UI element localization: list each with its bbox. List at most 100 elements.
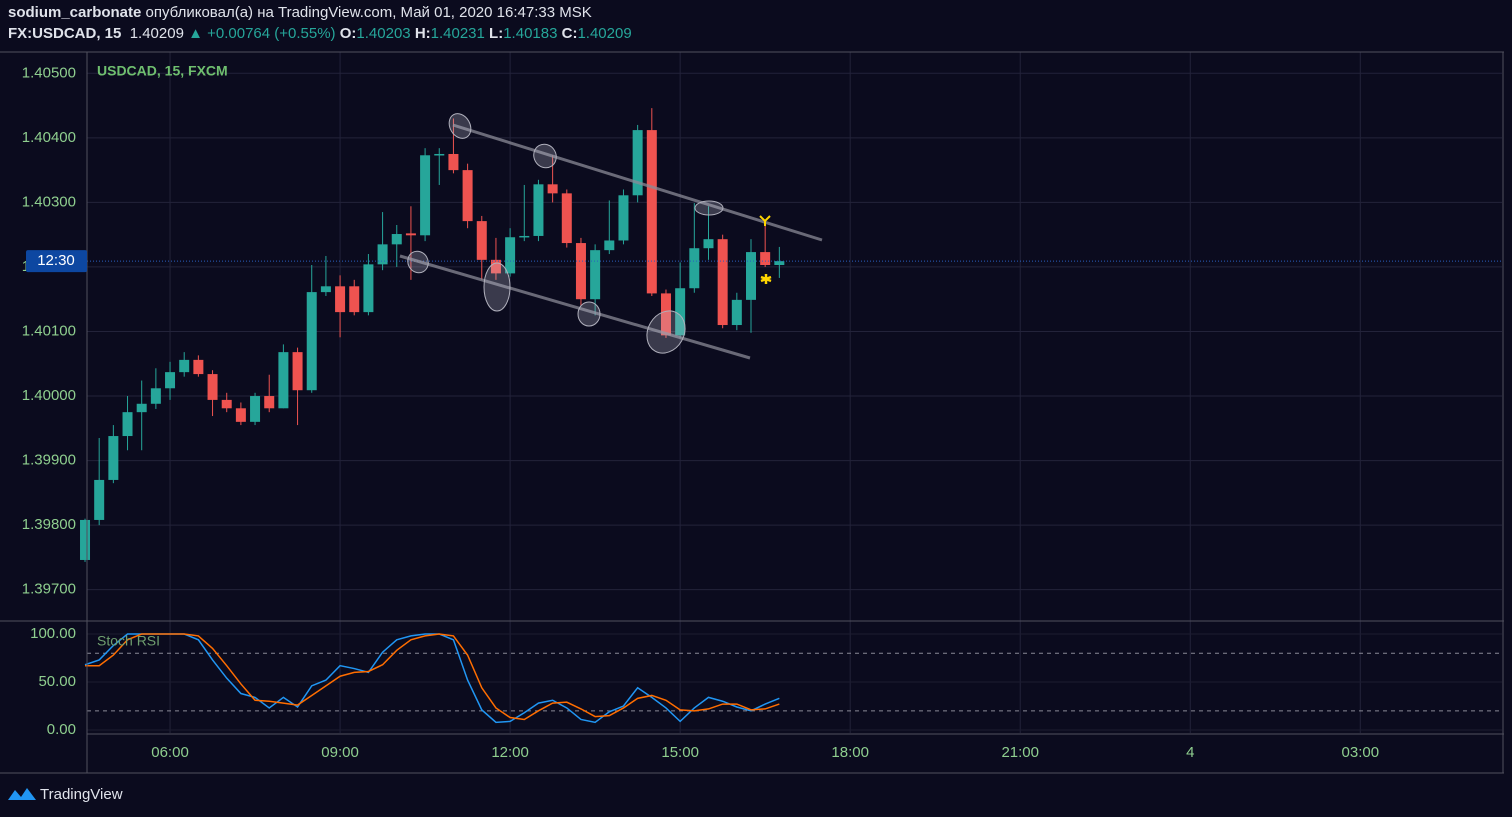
y-tick-label: 1.40500 — [22, 64, 76, 81]
x-tick-label: 09:00 — [321, 744, 359, 761]
candle-body — [207, 374, 218, 400]
candle-body — [434, 153, 445, 156]
candle-body — [235, 408, 246, 422]
y-tick-label: 1.40400 — [22, 129, 76, 146]
candle-body — [420, 155, 431, 236]
candle-body — [774, 261, 785, 265]
symbol: FX:USDCAD, 15 — [8, 25, 122, 42]
candle-body — [490, 259, 501, 274]
candle-body — [136, 403, 147, 413]
candle-body — [292, 352, 303, 391]
y-tick-label: 1.40100 — [22, 322, 76, 339]
close: 1.40209 — [577, 25, 632, 42]
candle-body — [533, 184, 544, 236]
candle-body — [575, 243, 586, 300]
channel-bottom — [399, 254, 751, 360]
candle-body — [731, 299, 742, 326]
y-tick-label: 1.40000 — [22, 387, 76, 404]
candle-body — [320, 286, 331, 293]
candle-body — [547, 184, 558, 194]
candle-body — [632, 130, 643, 196]
last-price-label: 12:30 — [37, 252, 75, 269]
publish-line: sodium_carbonate опубликовал(а) на Tradi… — [8, 4, 592, 21]
candle-body — [264, 396, 275, 409]
candle-body — [689, 248, 700, 289]
candle-body — [462, 170, 473, 222]
ellipse — [448, 113, 472, 139]
candle-body — [94, 479, 105, 520]
labels: 06:00 09:00 12:00 15:00 18:00 21:00 4 03:00 1.40… — [22, 63, 1379, 761]
x-tick-label: 18:00 — [831, 744, 869, 761]
high: 1.40231 — [430, 25, 485, 42]
candle-body — [519, 235, 530, 238]
candle-body — [675, 288, 686, 336]
x-tick-label: 15:00 — [661, 744, 699, 761]
footer-brand[interactable]: TradingView — [40, 786, 123, 803]
candle-body — [717, 239, 728, 326]
candle-body — [278, 352, 289, 409]
low-label: L: — [489, 25, 504, 42]
candle-body — [561, 193, 572, 244]
ellipse — [533, 143, 557, 169]
low: 1.40183 — [503, 25, 558, 42]
published: опубликовал(а) на TradingView.com, Май 0… — [145, 4, 592, 21]
open-label: O: — [339, 25, 357, 42]
pane-title: Stoch RSI — [97, 633, 160, 649]
candle-body — [193, 359, 204, 375]
candle-body — [306, 292, 317, 391]
candle-body — [165, 372, 176, 389]
logo-icon — [8, 788, 36, 800]
stoch-line — [84, 633, 780, 724]
arrow-mark — [759, 215, 771, 226]
candle-body — [760, 252, 771, 265]
star-mark — [760, 274, 772, 284]
candle-body — [590, 250, 601, 300]
candle-body — [405, 233, 416, 236]
close-label: C: — [561, 25, 578, 42]
marks — [80, 108, 1502, 724]
author[interactable]: sodium_carbonate — [8, 4, 142, 21]
candle-body — [745, 252, 756, 300]
candle-body — [646, 130, 657, 294]
logo — [8, 788, 36, 800]
highlight-ellipses — [407, 113, 724, 354]
candle-body — [335, 286, 346, 313]
y-tick-label: 1.39700 — [22, 581, 76, 598]
ellipse — [407, 250, 429, 274]
candle-body — [122, 412, 133, 437]
high-label: H: — [414, 25, 431, 42]
change: ▲ +0.00764 (+0.55%) — [188, 25, 336, 42]
symbol-line: FX:USDCAD, 15 1.40209 ▲ +0.00764 (+0.55%… — [8, 25, 632, 42]
candle-body — [179, 359, 190, 373]
y-tick-label: 0.00 — [47, 721, 76, 738]
y-tick-label: 100.00 — [30, 625, 76, 642]
candle-body — [391, 234, 402, 245]
x-tick-label: 21:00 — [1001, 744, 1039, 761]
x-tick-label: 12:00 — [491, 744, 529, 761]
ellipse — [577, 301, 601, 327]
y-tick-label: 1.40300 — [22, 193, 76, 210]
candle-body — [448, 153, 459, 171]
candle-body — [660, 293, 671, 336]
ellipse — [694, 200, 724, 216]
candle-body — [150, 388, 161, 404]
candle-body — [349, 286, 360, 313]
candle-body — [250, 396, 261, 422]
pane-title: USDCAD, 15, FXCM — [97, 63, 228, 79]
x-tick-label: 03:00 — [1342, 744, 1380, 761]
candle-body — [363, 264, 374, 313]
open: 1.40203 — [356, 25, 411, 42]
x-tick-label: 06:00 — [151, 744, 189, 761]
candle-body — [505, 237, 516, 274]
channel-top — [452, 123, 823, 242]
candle-body — [377, 244, 388, 265]
x-tick-label: 4 — [1186, 744, 1194, 761]
last-price-box — [26, 250, 87, 273]
candle-body — [108, 436, 119, 480]
y-tick-label: 1.39900 — [22, 452, 76, 469]
candle-body — [618, 195, 629, 241]
candle-body — [703, 239, 714, 249]
candle-body — [604, 240, 615, 251]
